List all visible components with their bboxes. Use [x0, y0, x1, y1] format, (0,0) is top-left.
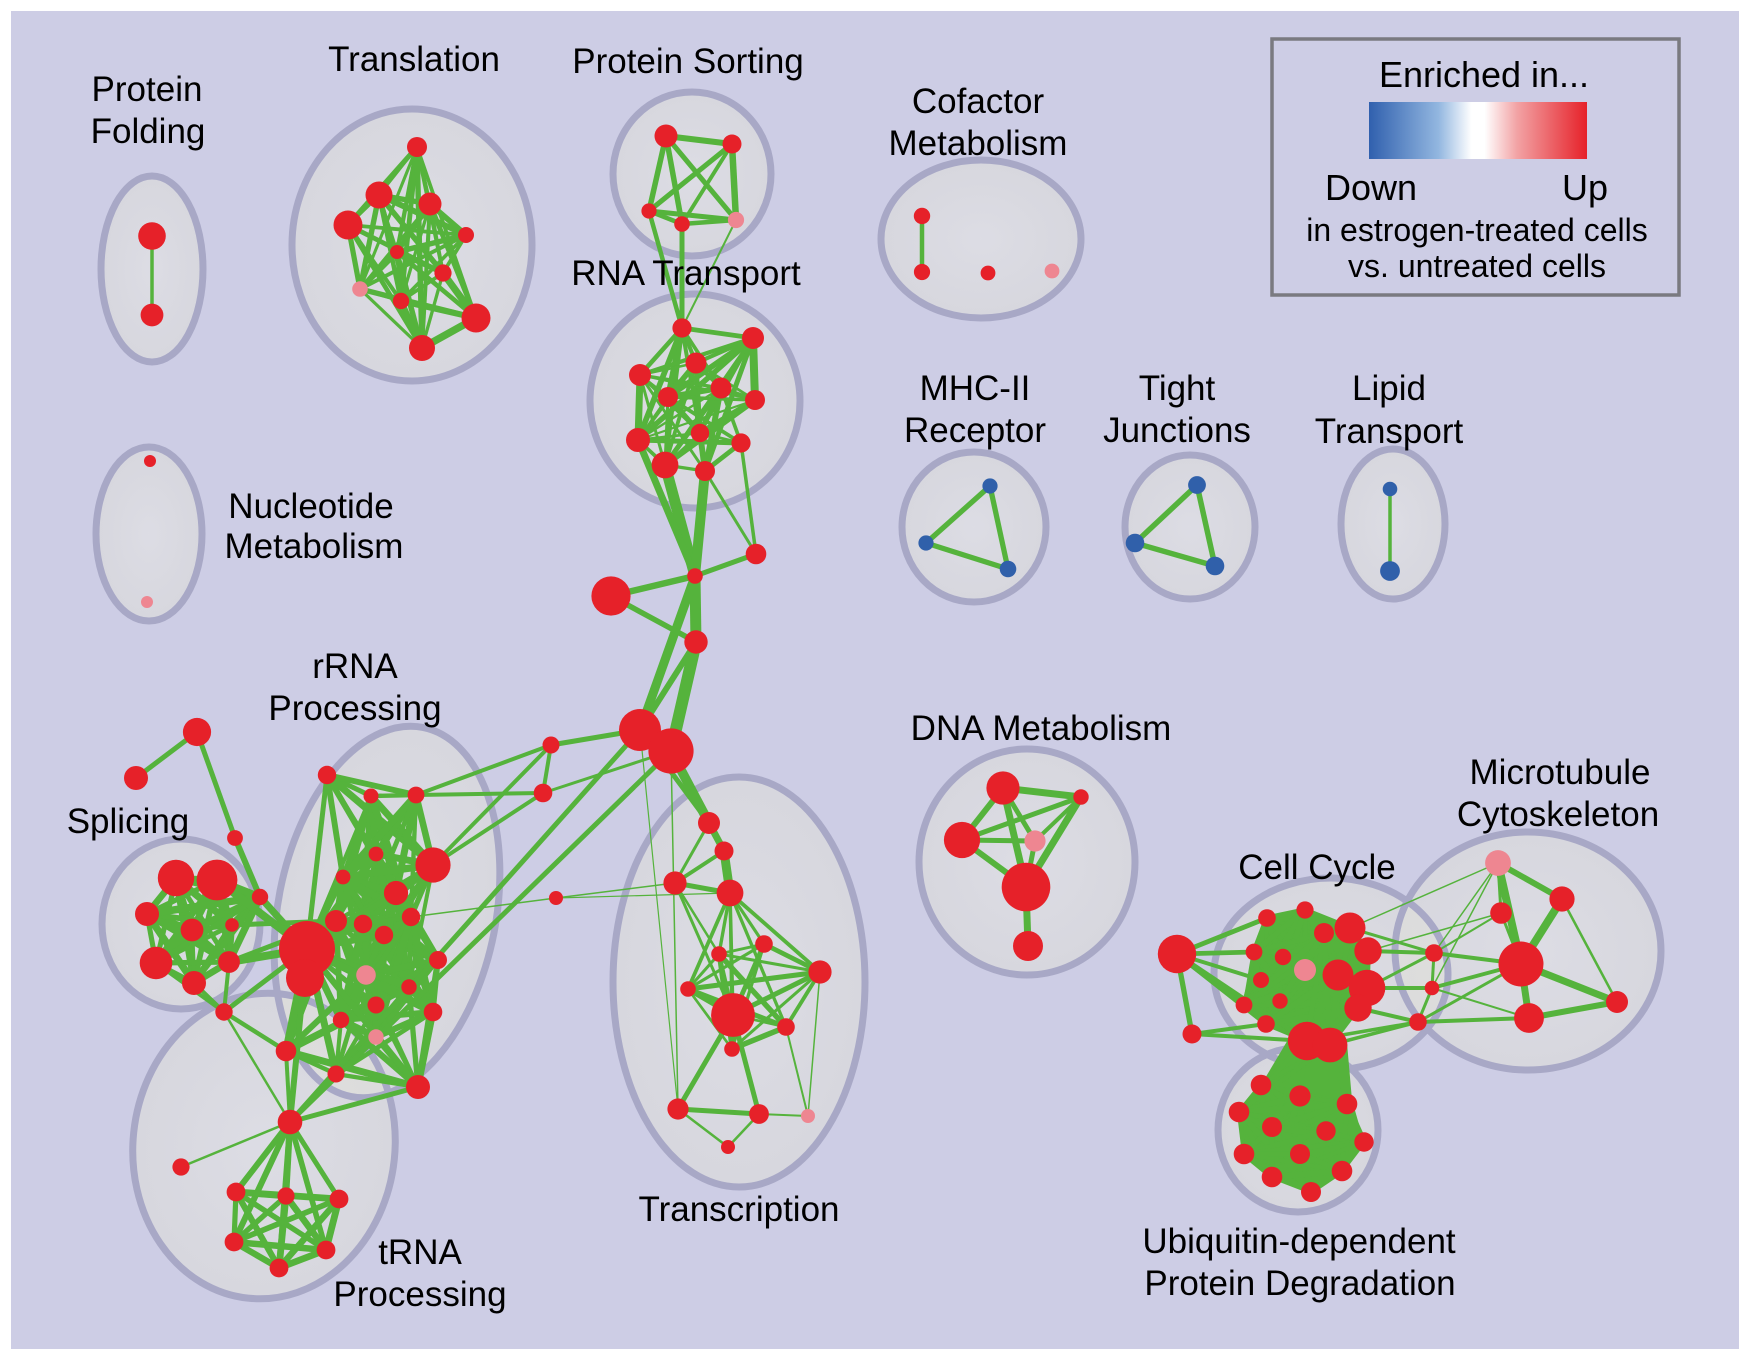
- svg-text:MHC-II: MHC-II: [920, 369, 1031, 408]
- svg-text:Up: Up: [1562, 167, 1608, 208]
- svg-text:vs. untreated cells: vs. untreated cells: [1348, 248, 1606, 284]
- svg-text:Protein Degradation: Protein Degradation: [1144, 1264, 1455, 1303]
- svg-text:Processing: Processing: [333, 1275, 506, 1314]
- svg-text:Transport: Transport: [1315, 412, 1464, 451]
- svg-text:Cell Cycle: Cell Cycle: [1238, 848, 1396, 887]
- svg-text:Down: Down: [1325, 167, 1417, 208]
- svg-text:Protein: Protein: [92, 70, 203, 109]
- svg-text:DNA Metabolism: DNA Metabolism: [911, 709, 1172, 748]
- svg-text:Junctions: Junctions: [1103, 411, 1251, 450]
- svg-text:Tight: Tight: [1139, 369, 1216, 408]
- svg-text:Cytoskeleton: Cytoskeleton: [1457, 795, 1659, 834]
- svg-text:Metabolism: Metabolism: [225, 527, 404, 566]
- svg-text:rRNA: rRNA: [312, 647, 398, 686]
- svg-text:Processing: Processing: [268, 689, 441, 728]
- svg-text:Transcription: Transcription: [639, 1190, 840, 1229]
- svg-text:Receptor: Receptor: [904, 411, 1046, 450]
- svg-text:Nucleotide: Nucleotide: [228, 487, 393, 526]
- svg-text:Enriched in...: Enriched in...: [1379, 54, 1589, 95]
- svg-text:Cofactor: Cofactor: [912, 82, 1045, 121]
- svg-text:Microtubule: Microtubule: [1470, 753, 1651, 792]
- svg-text:Splicing: Splicing: [67, 802, 190, 841]
- svg-text:Ubiquitin-dependent: Ubiquitin-dependent: [1142, 1222, 1456, 1261]
- svg-text:in estrogen-treated cells: in estrogen-treated cells: [1306, 212, 1648, 248]
- svg-text:RNA Transport: RNA Transport: [571, 254, 801, 293]
- svg-text:Folding: Folding: [91, 112, 206, 151]
- svg-text:tRNA: tRNA: [378, 1233, 462, 1272]
- svg-text:Translation: Translation: [328, 40, 500, 79]
- svg-text:Metabolism: Metabolism: [889, 124, 1068, 163]
- svg-text:Protein Sorting: Protein Sorting: [572, 42, 804, 81]
- svg-text:Lipid: Lipid: [1352, 369, 1426, 408]
